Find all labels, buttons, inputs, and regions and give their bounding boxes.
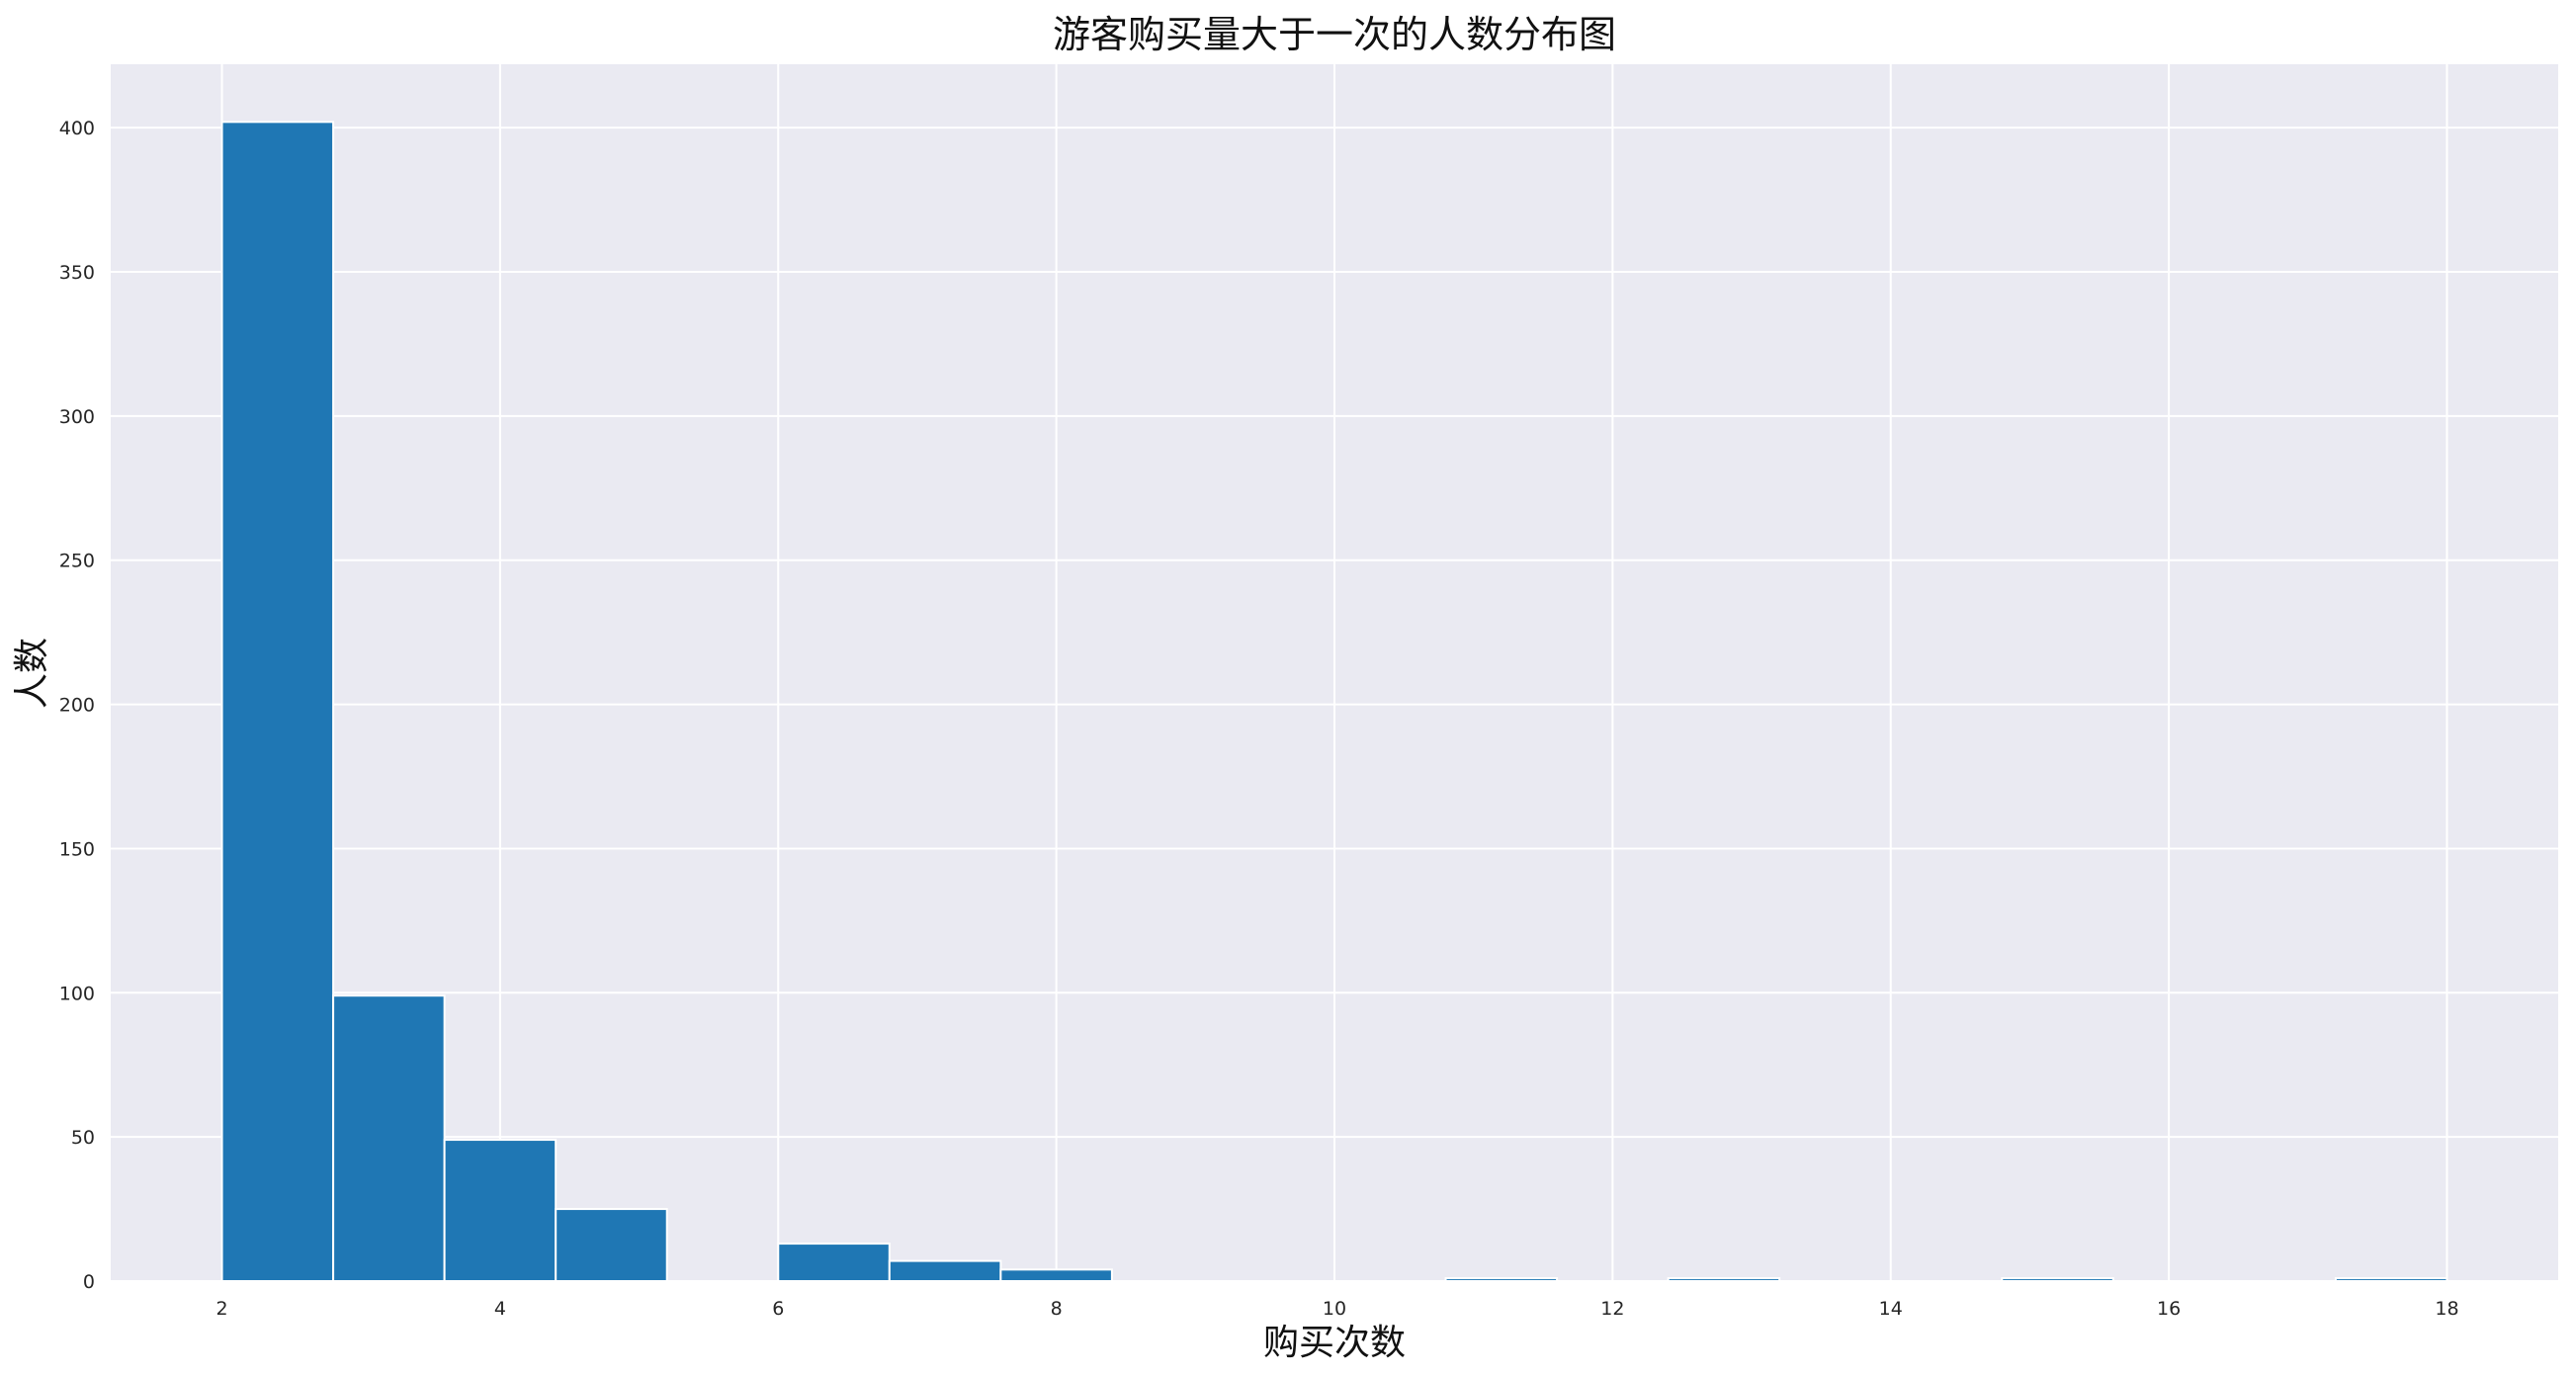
y-tick-label: 300	[59, 406, 95, 428]
histogram-bar	[999, 1268, 1113, 1283]
chart-title: 游客购买量大于一次的人数分布图	[1053, 13, 1616, 56]
x-tick-label: 10	[1323, 1298, 1346, 1320]
histogram-bar	[2001, 1277, 2114, 1282]
x-tick-label: 4	[494, 1298, 506, 1320]
y-tick-label: 400	[59, 118, 95, 139]
y-tick-label: 350	[59, 262, 95, 284]
histogram-bar	[1667, 1277, 1781, 1282]
histogram-bar	[332, 994, 446, 1282]
x-tick-label: 12	[1600, 1298, 1624, 1320]
x-tick-label: 18	[2435, 1298, 2458, 1320]
x-tick-label: 2	[215, 1298, 227, 1320]
histogram-bar	[1444, 1277, 1559, 1282]
y-tick-label: 100	[59, 983, 95, 1004]
histogram-bar	[888, 1259, 1002, 1282]
y-tick-label: 150	[59, 838, 95, 860]
x-tick-labels: 2 4 6 8 10 12 14 16 18	[215, 1298, 2458, 1320]
histogram-bar	[2334, 1277, 2448, 1282]
histogram-bar	[220, 121, 335, 1283]
x-tick-label: 16	[2157, 1298, 2181, 1320]
y-axis-label: 人数	[12, 638, 52, 709]
x-tick-label: 6	[772, 1298, 784, 1320]
y-tick-labels: 0 50 100 150 200 250 300 350 400	[59, 118, 95, 1293]
y-tick-label: 50	[71, 1127, 95, 1149]
histogram-bar	[777, 1243, 891, 1283]
x-tick-label: 14	[1879, 1298, 1903, 1320]
histogram-bar	[555, 1208, 668, 1283]
x-tick-label: 8	[1051, 1298, 1063, 1320]
bars	[220, 121, 2448, 1283]
histogram-bar	[443, 1139, 558, 1282]
x-axis-label: 购买次数	[1263, 1323, 1406, 1363]
y-tick-label: 200	[59, 695, 95, 717]
grid-lines	[111, 64, 2558, 1282]
y-tick-label: 250	[59, 551, 95, 572]
y-tick-label: 0	[83, 1271, 95, 1293]
